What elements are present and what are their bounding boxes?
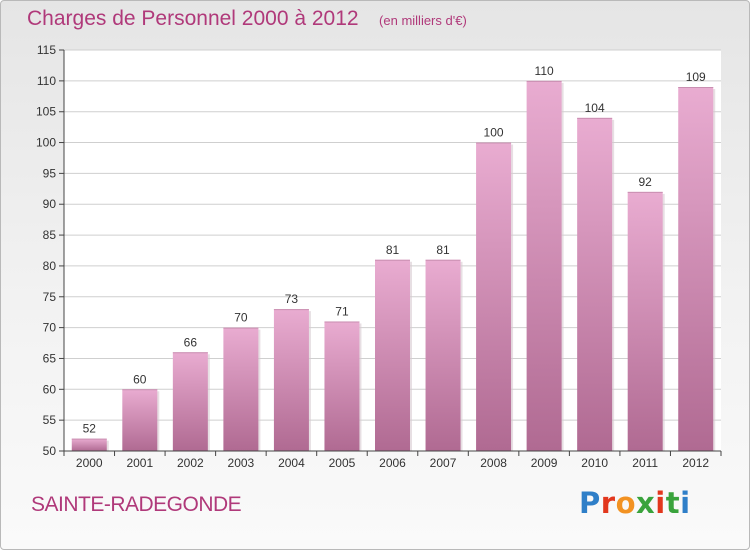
bar-value-label: 110 (535, 64, 554, 78)
bar-value-label: 60 (133, 372, 147, 386)
bar (526, 80, 562, 451)
x-tick-label: 2002 (177, 456, 204, 470)
logo-letter-i-2: i (680, 486, 691, 520)
logo-letter-t: t (665, 486, 681, 520)
logo-letter-r: r (600, 486, 616, 520)
bar (375, 259, 410, 451)
bar (324, 321, 360, 451)
proxiti-logo: Proxiti (579, 486, 691, 520)
logo-letter-p: P (579, 486, 601, 520)
y-tick-label: 105 (36, 105, 56, 119)
x-tick-label: 2001 (126, 456, 153, 470)
x-tick-label: 2011 (632, 456, 658, 470)
bar-value-label: 52 (83, 422, 97, 436)
bar (425, 259, 461, 451)
bar-value-label: 109 (686, 70, 706, 84)
chart-title-row: Charges de Personnel 2000 à 2012 (en mil… (27, 7, 467, 31)
x-tick-label: 2010 (581, 456, 608, 470)
x-tick-label: 2006 (379, 456, 406, 470)
x-tick-label: 2005 (329, 456, 356, 470)
y-tick-label: 90 (43, 197, 57, 211)
x-tick-label: 2000 (76, 456, 103, 470)
x-tick-label: 2007 (430, 456, 457, 470)
x-tick-label: 2004 (278, 456, 305, 470)
chart-subtitle: (en milliers d'€) (379, 13, 467, 28)
y-tick-label: 50 (43, 444, 57, 458)
bar-value-label: 73 (285, 292, 299, 306)
logo-letter-o: o (615, 486, 637, 520)
x-tick-label: 2009 (531, 456, 558, 470)
y-tick-label: 80 (43, 259, 57, 273)
y-tick-label: 100 (36, 136, 56, 150)
chart-title: Charges de Personnel 2000 à 2012 (27, 7, 359, 30)
y-tick-label: 55 (43, 413, 57, 427)
x-tick-label: 2008 (480, 456, 507, 470)
y-tick-label: 75 (43, 290, 57, 304)
y-tick-label: 85 (43, 228, 57, 242)
y-tick-label: 65 (43, 351, 57, 365)
bar (577, 117, 613, 451)
y-tick-label: 110 (37, 74, 56, 88)
commune-name: SAINTE-RADEGONDE (31, 493, 242, 516)
bar (122, 389, 158, 451)
bar-value-label: 104 (585, 101, 605, 115)
y-tick-label: 115 (37, 43, 56, 57)
x-tick-label: 2012 (682, 456, 709, 470)
bar (273, 309, 309, 451)
bar (627, 191, 663, 451)
y-tick-label: 60 (43, 382, 57, 396)
bar-value-label: 70 (234, 311, 248, 325)
bar-value-label: 66 (184, 335, 198, 349)
bar-value-label: 92 (639, 175, 653, 189)
bar-value-label: 81 (436, 243, 450, 257)
bar (71, 438, 107, 451)
y-tick-label: 70 (43, 321, 57, 335)
bar-value-label: 81 (386, 243, 400, 257)
logo-letter-x: x (636, 486, 656, 520)
bar-value-label: 71 (335, 304, 349, 318)
bar-value-label: 100 (484, 126, 504, 140)
bar (678, 87, 714, 451)
logo-letter-i: i (655, 486, 666, 520)
bar (223, 327, 259, 451)
bar (476, 142, 512, 452)
y-tick-label: 95 (43, 166, 57, 180)
x-tick-label: 2003 (228, 456, 255, 470)
bar (172, 352, 208, 451)
